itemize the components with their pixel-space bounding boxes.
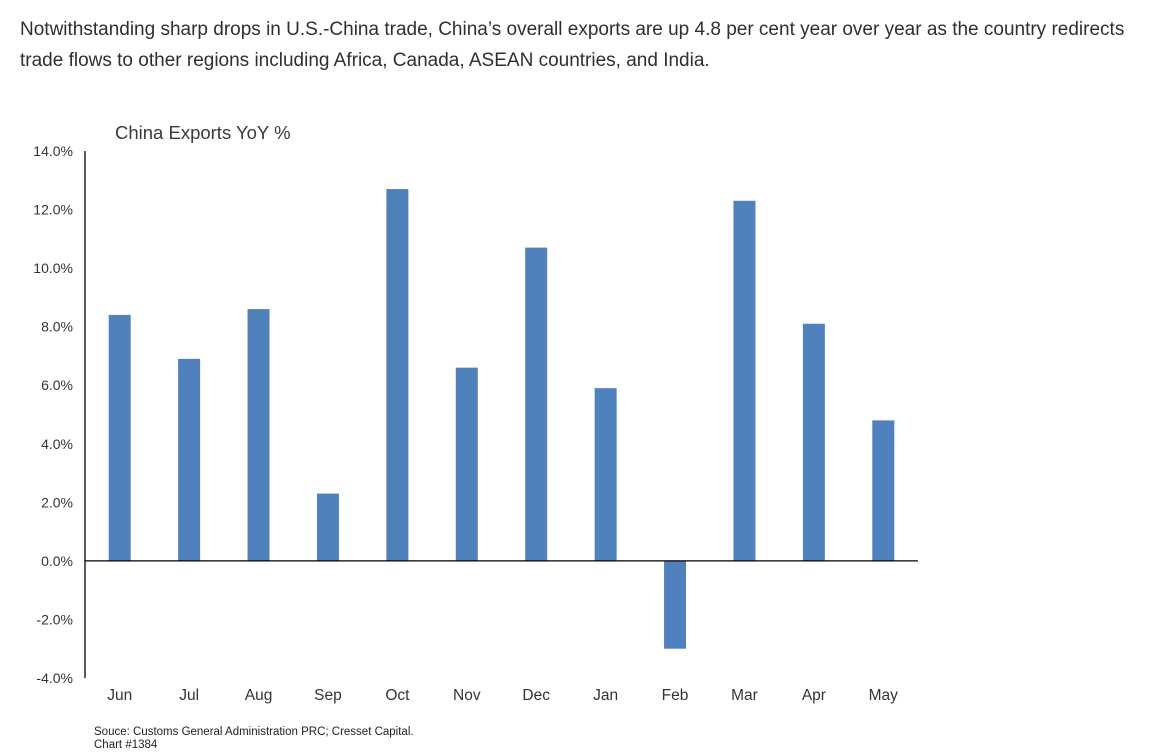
bar-sep [316, 493, 339, 561]
x-tick-label: Dec [522, 687, 550, 704]
y-tick-label: -2.0% [36, 611, 73, 627]
chart-number: Chart #1384 [94, 739, 158, 751]
source-line: Souce: Customs General Administration PR… [94, 726, 414, 738]
y-tick-label: 10.0% [33, 260, 73, 276]
bar-mar [733, 200, 756, 561]
x-tick-label: Mar [731, 687, 758, 704]
x-tick-label: Apr [802, 687, 826, 704]
x-tick-label: Feb [662, 687, 689, 704]
y-tick-label: 0.0% [41, 553, 73, 569]
y-tick-label: 4.0% [41, 436, 73, 452]
x-tick-label: Jan [593, 687, 618, 704]
x-tick-label: Nov [453, 687, 481, 704]
x-tick-label: May [869, 687, 899, 704]
y-tick-label: 14.0% [33, 143, 73, 159]
y-tick-label: 6.0% [41, 377, 73, 393]
bar-dec [525, 247, 548, 561]
x-axis-tick-labels: Jun Jul Aug Sep Oct Nov Dec Jan Feb Mar Apr May [107, 687, 898, 704]
x-tick-label: Sep [314, 687, 342, 704]
bar-jan [594, 388, 617, 561]
intro-paragraph: Notwithstanding sharp drops in U.S.-Chin… [20, 19, 1125, 71]
y-tick-label: -4.0% [36, 670, 73, 686]
y-tick-label: 12.0% [33, 202, 73, 218]
y-tick-label: 2.0% [41, 494, 73, 510]
bar-jun [108, 314, 131, 561]
bar-feb [664, 560, 687, 649]
bar-may [872, 420, 895, 561]
x-tick-label: Jul [179, 687, 199, 704]
bar-aug [247, 309, 270, 561]
x-tick-label: Jun [107, 687, 132, 704]
bars [108, 189, 895, 649]
bar-apr [802, 323, 825, 561]
x-tick-label: Aug [245, 687, 273, 704]
source-note: Souce: Customs General Administration PR… [94, 726, 414, 752]
bar-oct [386, 189, 409, 561]
chart-title: China Exports YoY % [115, 122, 291, 143]
y-tick-label: 8.0% [41, 319, 73, 335]
x-tick-label: Oct [385, 687, 410, 704]
y-axis-tick-labels: 14.0% 12.0% 10.0% 8.0% 6.0% 4.0% 2.0% 0.0% -2.0%… [33, 143, 73, 686]
bar-nov [455, 367, 478, 561]
bar-jul [178, 358, 201, 561]
